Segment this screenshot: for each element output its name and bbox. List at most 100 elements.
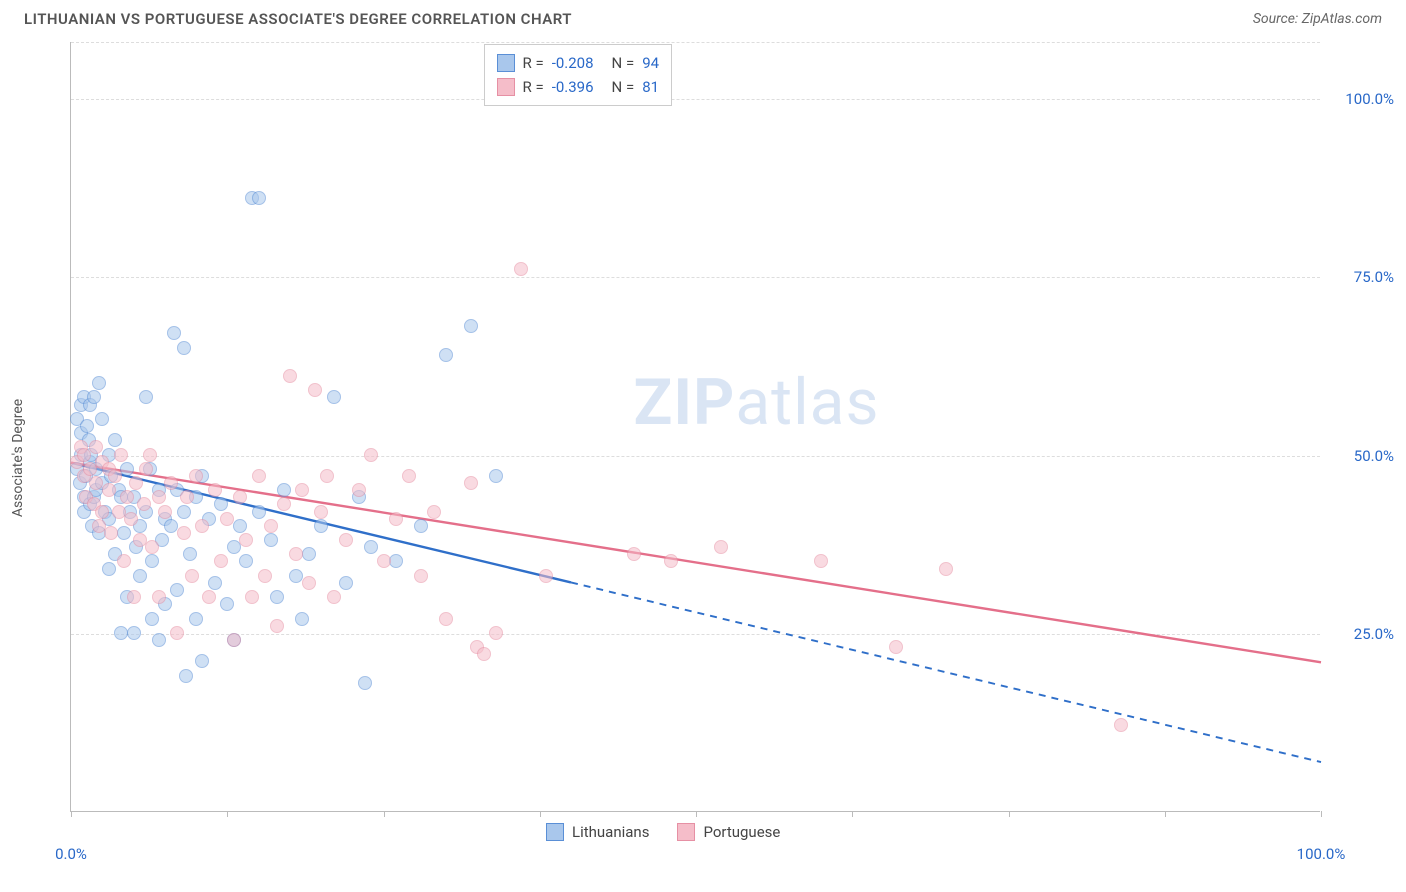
- scatter-point: [489, 626, 503, 640]
- scatter-point: [133, 569, 147, 583]
- gridline: [71, 277, 1320, 278]
- stat-r-label: R =: [523, 75, 544, 99]
- scatter-point: [208, 483, 222, 497]
- scatter-point: [270, 590, 284, 604]
- scatter-point: [252, 191, 266, 205]
- scatter-point: [277, 497, 291, 511]
- scatter-point: [129, 476, 143, 490]
- scatter-point: [179, 669, 193, 683]
- scatter-point: [95, 412, 109, 426]
- scatter-point: [245, 590, 259, 604]
- scatter-point: [308, 383, 322, 397]
- scatter-point: [489, 469, 503, 483]
- scatter-point: [339, 576, 353, 590]
- scatter-point: [120, 462, 134, 476]
- plot-region: 25.0%50.0%75.0%100.0%0.0%100.0%ZIPatlasR…: [70, 42, 1320, 812]
- gridline: [71, 42, 1320, 43]
- scatter-point: [117, 554, 131, 568]
- scatter-point: [152, 490, 166, 504]
- scatter-point: [264, 519, 278, 533]
- scatter-point: [92, 376, 106, 390]
- scatter-point: [402, 469, 416, 483]
- scatter-point: [102, 562, 116, 576]
- scatter-point: [514, 262, 528, 276]
- scatter-point: [143, 448, 157, 462]
- scatter-point: [202, 590, 216, 604]
- scatter-point: [180, 490, 194, 504]
- scatter-point: [314, 505, 328, 519]
- trend-dashed: [571, 582, 1321, 762]
- stat-r-value: -0.396: [552, 75, 594, 99]
- x-tick-mark: [540, 811, 541, 817]
- stats-row: R =-0.208N =94: [497, 51, 660, 75]
- scatter-point: [252, 505, 266, 519]
- scatter-point: [145, 612, 159, 626]
- scatter-point: [139, 462, 153, 476]
- scatter-point: [302, 547, 316, 561]
- gridline: [71, 99, 1320, 100]
- legend-item: Lithuanians: [546, 823, 649, 841]
- stat-n-value: 81: [642, 75, 659, 99]
- x-tick-mark: [1009, 811, 1010, 817]
- scatter-point: [389, 512, 403, 526]
- trendlines-svg: [71, 42, 1321, 812]
- y-tick-label: 50.0%: [1354, 447, 1394, 465]
- scatter-point: [427, 505, 441, 519]
- gridline: [71, 634, 1320, 635]
- scatter-point: [208, 576, 222, 590]
- scatter-point: [314, 519, 328, 533]
- x-tick-mark: [696, 811, 697, 817]
- legend-label: Portuguese: [703, 823, 780, 841]
- scatter-point: [80, 419, 94, 433]
- stat-n-label: N =: [612, 75, 635, 99]
- scatter-point: [889, 640, 903, 654]
- scatter-point: [195, 519, 209, 533]
- scatter-point: [195, 654, 209, 668]
- scatter-point: [164, 476, 178, 490]
- scatter-point: [158, 505, 172, 519]
- x-tick-mark: [1321, 811, 1322, 817]
- scatter-point: [283, 369, 297, 383]
- source-label: Source: ZipAtlas.com: [1253, 11, 1382, 27]
- y-tick-label: 75.0%: [1354, 268, 1394, 286]
- scatter-point: [189, 612, 203, 626]
- scatter-point: [477, 647, 491, 661]
- scatter-point: [939, 562, 953, 576]
- scatter-point: [302, 576, 316, 590]
- scatter-point: [414, 569, 428, 583]
- chart-title: LITHUANIAN VS PORTUGUESE ASSOCIATE'S DEG…: [24, 10, 572, 28]
- scatter-point: [177, 341, 191, 355]
- scatter-point: [339, 533, 353, 547]
- scatter-point: [327, 590, 341, 604]
- scatter-point: [258, 569, 272, 583]
- scatter-point: [539, 569, 553, 583]
- scatter-point: [239, 533, 253, 547]
- scatter-point: [814, 554, 828, 568]
- scatter-point: [327, 390, 341, 404]
- scatter-point: [127, 590, 141, 604]
- stats-row: R = -0.396 N = 81: [497, 75, 660, 99]
- x-tick-mark: [852, 811, 853, 817]
- legend-swatch: [546, 823, 564, 841]
- scatter-point: [185, 569, 199, 583]
- scatter-point: [264, 533, 278, 547]
- scatter-point: [183, 547, 197, 561]
- legend-swatch: [497, 78, 515, 96]
- scatter-point: [439, 348, 453, 362]
- scatter-point: [220, 597, 234, 611]
- stat-r-value: -0.208: [552, 51, 594, 75]
- scatter-point: [295, 483, 309, 497]
- scatter-point: [233, 519, 247, 533]
- scatter-point: [270, 619, 284, 633]
- legend-swatch: [497, 54, 515, 72]
- scatter-point: [252, 469, 266, 483]
- stat-n-label: N =: [612, 51, 635, 75]
- scatter-point: [239, 554, 253, 568]
- scatter-point: [389, 554, 403, 568]
- x-tick-mark: [71, 811, 72, 817]
- gridline: [71, 456, 1320, 457]
- scatter-point: [214, 554, 228, 568]
- scatter-point: [364, 540, 378, 554]
- scatter-point: [145, 540, 159, 554]
- scatter-point: [170, 583, 184, 597]
